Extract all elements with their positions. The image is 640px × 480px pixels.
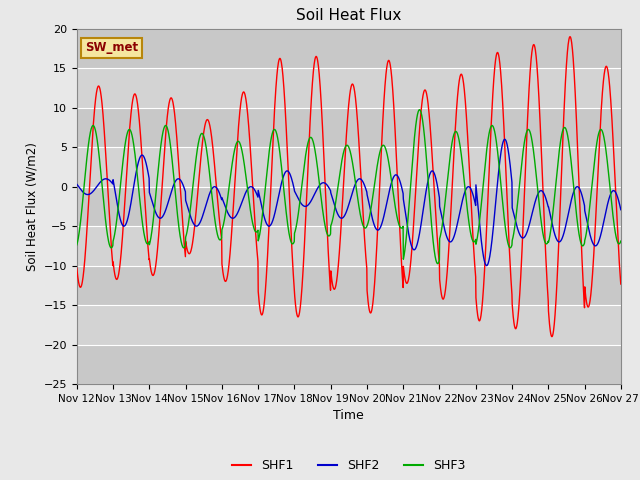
- Bar: [77, 187, 621, 226]
- X-axis label: Time: Time: [333, 409, 364, 422]
- Text: SW_met: SW_met: [85, 41, 138, 54]
- Legend: SHF1, SHF2, SHF3: SHF1, SHF2, SHF3: [227, 454, 470, 477]
- Y-axis label: Soil Heat Flux (W/m2): Soil Heat Flux (W/m2): [25, 142, 38, 271]
- Title: Soil Heat Flux: Soil Heat Flux: [296, 9, 401, 24]
- Bar: [77, 29, 621, 68]
- Bar: [77, 345, 621, 384]
- Bar: [77, 108, 621, 147]
- Bar: [77, 265, 621, 305]
